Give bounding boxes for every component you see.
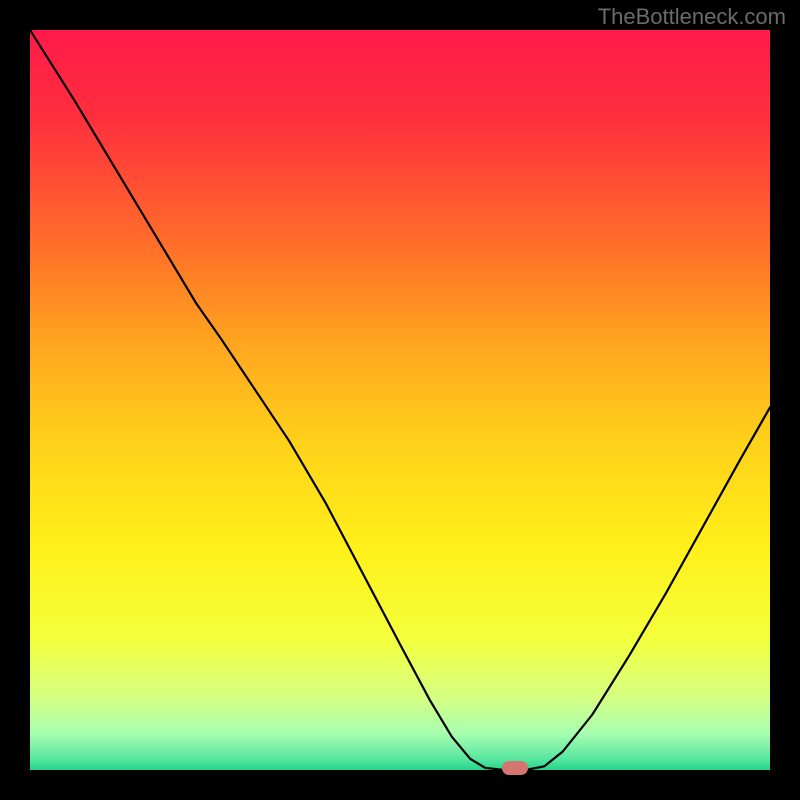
chart-frame: TheBottleneck.com	[0, 0, 800, 800]
bottleneck-curve	[30, 30, 770, 770]
watermark-text: TheBottleneck.com	[598, 4, 786, 30]
optimum-marker	[502, 761, 528, 775]
plot-area	[30, 30, 770, 770]
